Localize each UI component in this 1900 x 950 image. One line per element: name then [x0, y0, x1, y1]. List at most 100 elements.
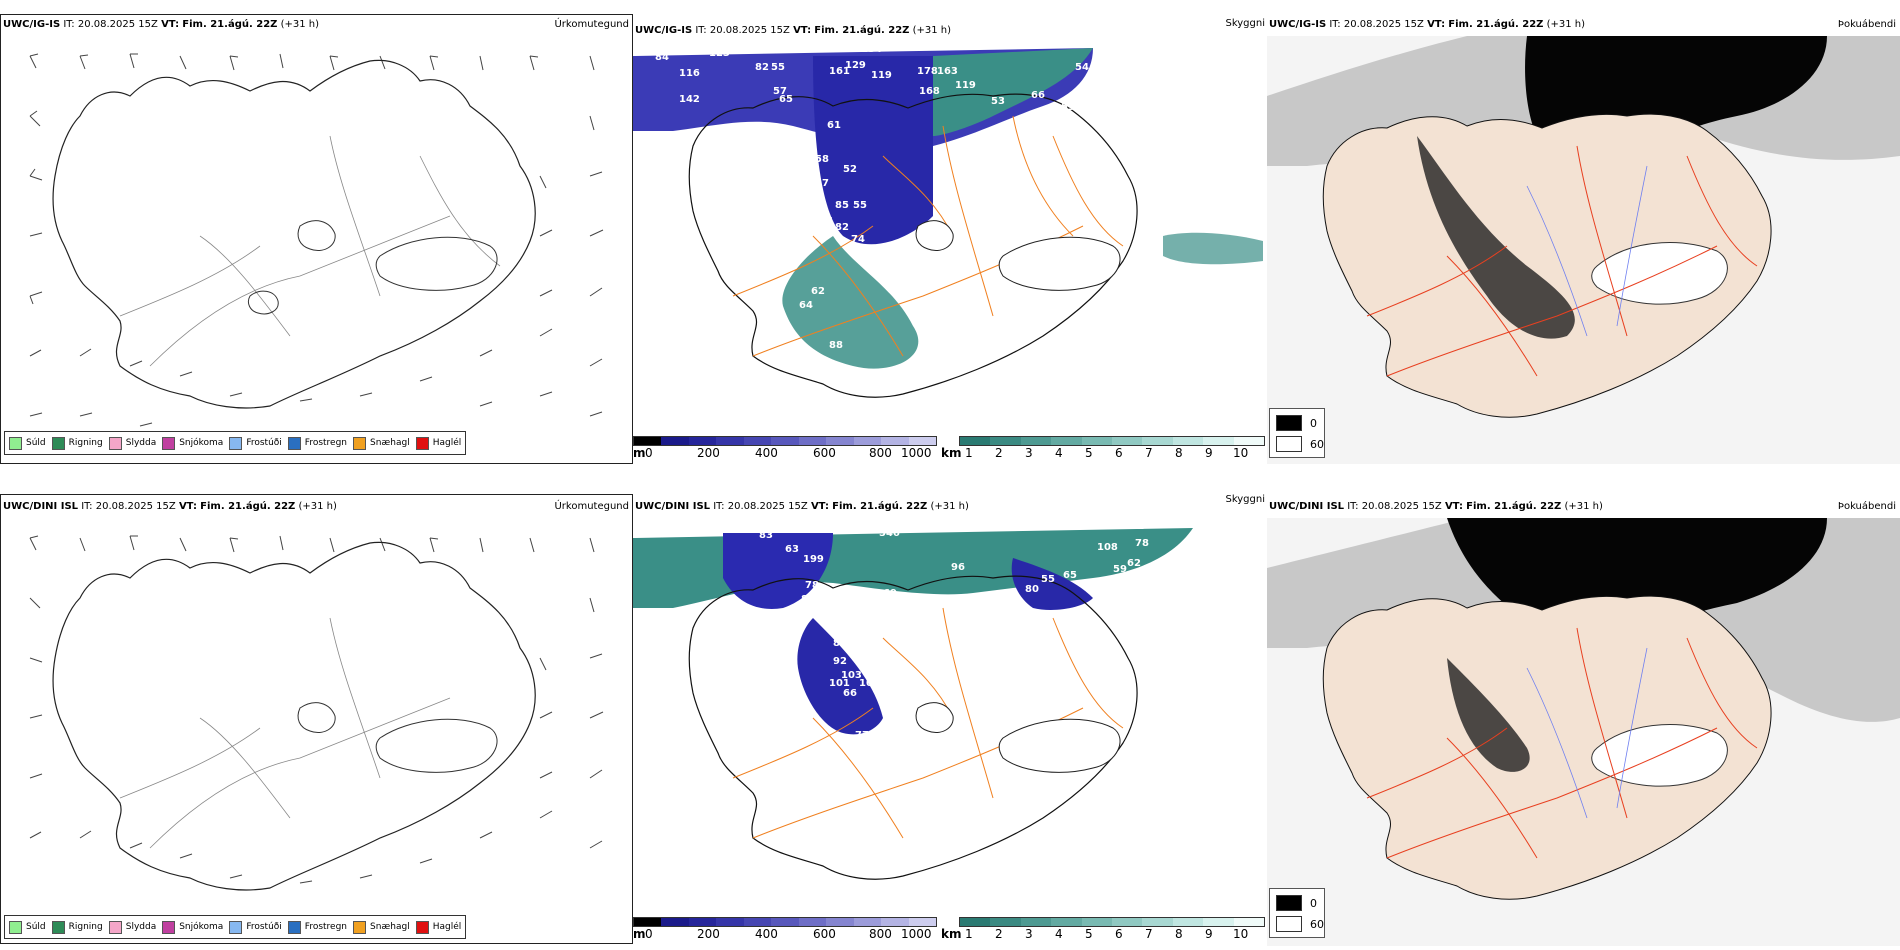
visibility-unit-label: km: [941, 446, 962, 460]
ceiling-height-label: 103: [841, 670, 862, 681]
visibility-tick: 3: [1025, 446, 1033, 460]
ceiling-height-label: 53: [991, 96, 1005, 107]
ceiling-height-label: 129: [845, 60, 866, 71]
visibility-tick: 3: [1025, 927, 1033, 941]
ceiling-height-label: 55: [1041, 574, 1055, 585]
legend-item: Haglél: [415, 436, 461, 450]
init-time: 20.08.2025 15Z: [1343, 19, 1424, 30]
visibility-tick: 4: [1055, 446, 1063, 460]
legend-swatch: [287, 436, 301, 450]
ceiling-height-label: 66: [1031, 90, 1045, 101]
ceiling-height-label: 92: [673, 42, 687, 53]
fog-index-map[interactable]: [1267, 36, 1900, 464]
valid-time: Fim. 21.ágú. 22Z: [200, 501, 296, 512]
iceland-outline: [52, 541, 536, 891]
panel-header: UWC/IG-IS IT: 20.08.2025 15Z VT: Fim. 21…: [1269, 19, 1586, 30]
ceiling-height-label: 57: [815, 178, 829, 189]
lead-time: (+31 h): [912, 25, 952, 36]
legend-swatch: [108, 920, 122, 934]
init-time: 20.08.2025 15Z: [95, 501, 176, 512]
fog-legend: 0 60: [1269, 408, 1325, 458]
legend-swatch: [51, 920, 65, 934]
visibility-tick: 4: [1055, 927, 1063, 941]
ceiling-unit-label: m: [633, 927, 646, 941]
ceiling-height-label: 161: [829, 66, 850, 77]
panel-header: UWC/DINI ISL IT: 20.08.2025 15Z VT: Fim.…: [635, 501, 969, 512]
panel-frame: [0, 14, 633, 464]
panel-name: Skyggni: [1225, 18, 1265, 29]
lead-time: (+31 h): [930, 501, 969, 512]
ceiling-height-label: 55: [853, 200, 867, 211]
init-time: 20.08.2025 15Z: [709, 25, 790, 36]
ceiling-tick: 400: [755, 446, 778, 460]
road-network: [119, 617, 451, 849]
legend-swatch: [108, 436, 122, 450]
lead-time: (+31 h): [1546, 19, 1586, 30]
ceiling-height-label: 69: [883, 588, 897, 599]
visibility-tick: 7: [1145, 927, 1153, 941]
visibility-tick: 1: [965, 446, 973, 460]
ceiling-tick: 0: [645, 446, 653, 460]
ceiling-tick: 400: [755, 927, 778, 941]
ceiling-height-label: 66: [843, 688, 857, 699]
valid-time: Fim. 21.ágú. 22Z: [1448, 19, 1544, 30]
legend-swatch: [353, 920, 367, 934]
ceiling-height-label: 730: [963, 782, 984, 793]
panel-precip-type-igis: UWC/IG-IS IT: 20.08.2025 15Z VT: Fim. 21…: [0, 12, 633, 464]
wind-barb-map[interactable]: [0, 36, 633, 436]
legend-swatch: [162, 436, 176, 450]
fog-swatch-black: [1276, 895, 1302, 911]
fog-legend-label: 60: [1310, 917, 1324, 931]
ceiling-height-label: 65: [1063, 570, 1077, 581]
model-label: UWC/DINI ISL: [1269, 501, 1345, 512]
ceiling-colorbar: [633, 436, 937, 446]
iceland-outline: [688, 575, 1138, 880]
wind-barbs: [29, 535, 604, 884]
legend-item: Súld: [9, 436, 46, 450]
visibility-tick: 10: [1233, 927, 1249, 941]
ceiling-height-label: 78: [1135, 538, 1149, 549]
visibility-colorbar: [959, 917, 1265, 927]
legend-item: Snjókoma: [162, 436, 223, 450]
fog-legend-label: 0: [1310, 416, 1317, 430]
ceiling-height-label: 100: [857, 370, 878, 381]
glaciers: [297, 702, 498, 773]
legend-item: Slydda: [108, 920, 156, 934]
ceiling-height-label: 108: [1097, 542, 1118, 553]
panel-frame: [0, 494, 633, 944]
visibility-map[interactable]: [633, 36, 1267, 431]
legend-item: Frostregn: [287, 920, 347, 934]
fog-index-map[interactable]: [1267, 518, 1900, 946]
panel-header: UWC/IG-IS IT: 20.08.2025 15Z VT: Fim. 21…: [3, 19, 320, 30]
ceiling-height-label: 96: [951, 562, 965, 573]
visibility-tick: 5: [1085, 927, 1093, 941]
legend-swatch: [162, 920, 176, 934]
legend-swatch: [415, 920, 429, 934]
ceiling-height-label: 90: [887, 692, 901, 703]
ceiling-tick: 1000: [901, 446, 932, 460]
ceiling-height-label: 83: [759, 530, 773, 541]
legend-swatch: [229, 436, 243, 450]
legend-item: Rigning: [51, 436, 103, 450]
ceiling-height-label: 199: [803, 554, 824, 565]
ceiling-height-label: 83: [885, 250, 899, 261]
ceiling-height-label: 566: [899, 524, 920, 535]
ceiling-colorbar: [633, 917, 937, 927]
legend-item: Frostregn: [287, 436, 347, 450]
ceiling-height-label: 84: [655, 52, 669, 63]
visibility-colorbar: [959, 436, 1265, 446]
ceiling-height-label: 58: [815, 154, 829, 165]
panel-header: UWC/DINI ISL IT: 20.08.2025 15Z VT: Fim.…: [3, 501, 337, 512]
visibility-map[interactable]: [633, 518, 1267, 913]
iceland-land: [1322, 595, 1772, 900]
ceiling-height-label: 63: [785, 544, 799, 555]
visibility-unit-label: km: [941, 927, 962, 941]
lead-time: (+31 h): [280, 19, 320, 30]
ceiling-height-label: 119: [871, 70, 892, 81]
ceiling-height-label: 80: [833, 638, 847, 649]
wind-barb-map[interactable]: [0, 518, 633, 908]
legend-swatch: [415, 436, 429, 450]
init-time: 20.08.2025 15Z: [727, 501, 808, 512]
ceiling-height-label: 73: [863, 616, 877, 627]
